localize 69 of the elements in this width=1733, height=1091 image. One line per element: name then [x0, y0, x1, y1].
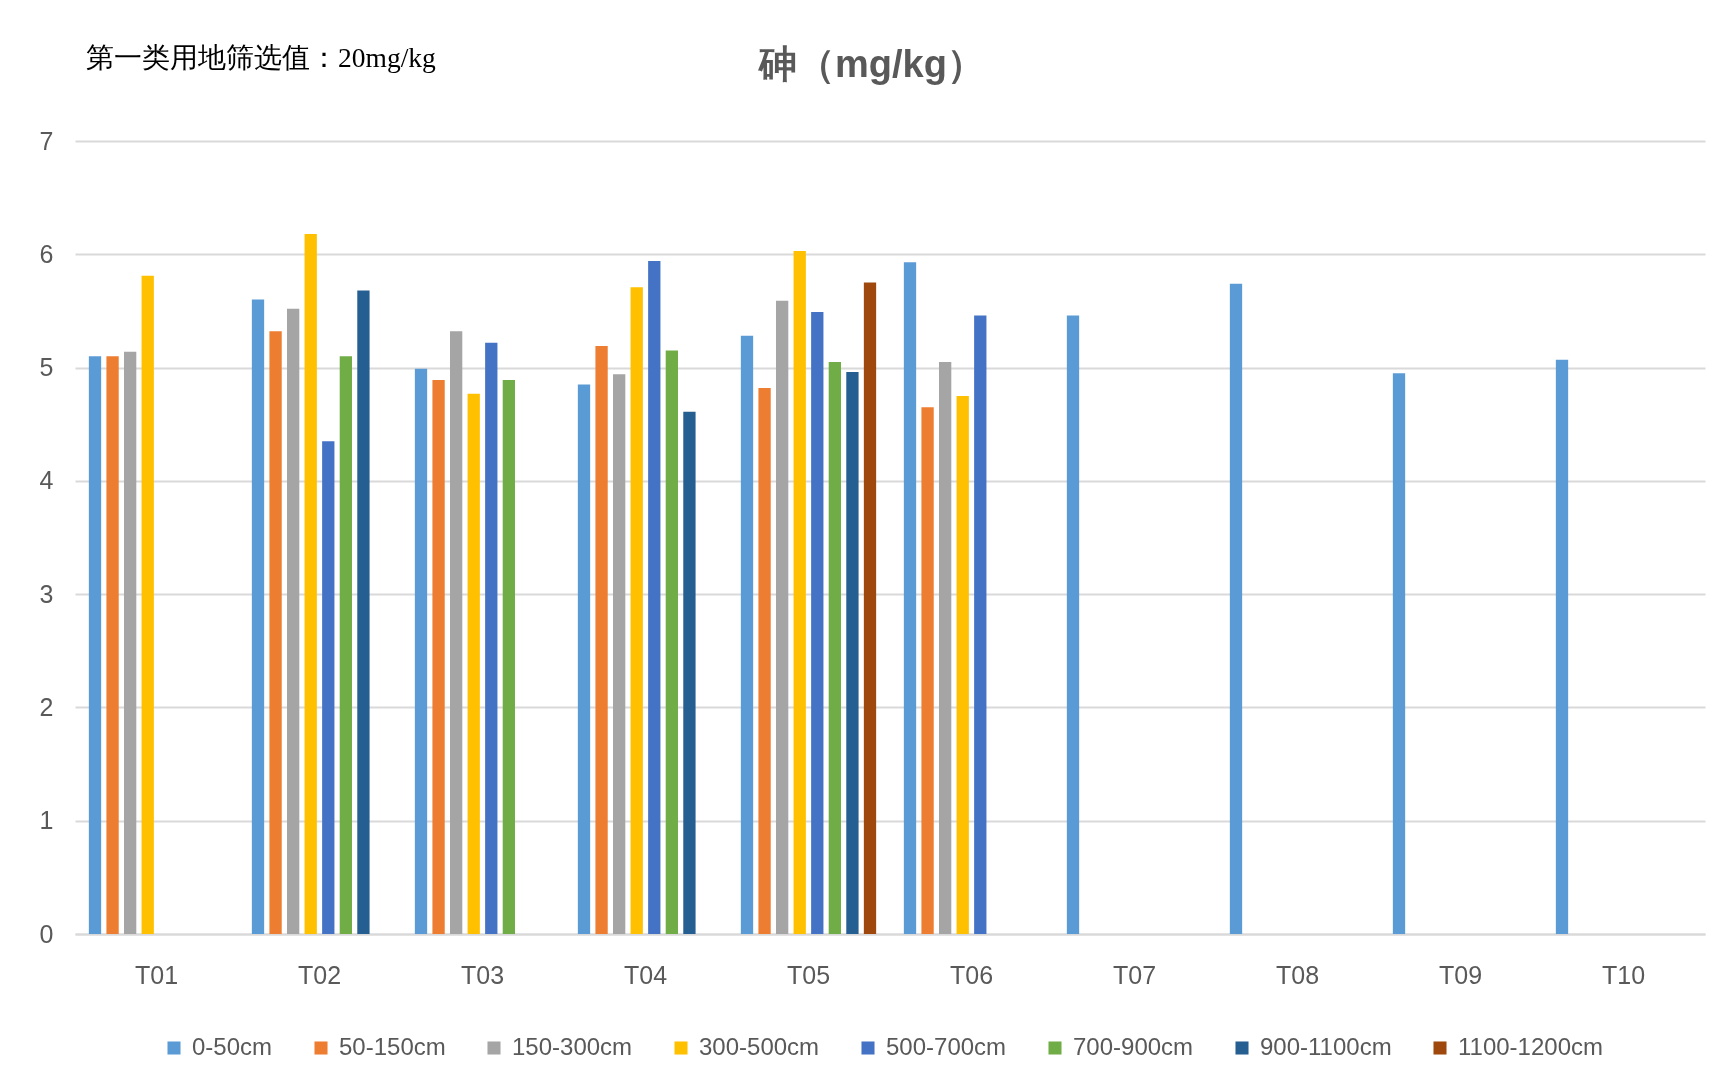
y-tick-label: 2 — [39, 692, 54, 721]
bar — [322, 441, 335, 934]
y-tick-label: 4 — [39, 466, 54, 495]
legend-label: 1100-1200cm — [1458, 1033, 1603, 1060]
bar — [1066, 315, 1080, 934]
bar — [251, 299, 265, 934]
bar — [863, 282, 877, 934]
bar — [921, 407, 934, 934]
y-tick-label: 0 — [39, 919, 54, 948]
x-tick-label: T02 — [297, 960, 342, 989]
bar — [1555, 359, 1569, 934]
legend-label: 700-900cm — [1073, 1033, 1194, 1060]
y-tick-label: 5 — [39, 353, 54, 382]
bar — [903, 262, 917, 934]
bar — [124, 351, 137, 934]
x-tick-label: T08 — [1275, 960, 1320, 989]
bar — [956, 395, 969, 934]
bar — [613, 374, 626, 934]
bar — [88, 356, 102, 934]
bar — [939, 361, 952, 934]
bar — [595, 346, 608, 934]
x-tick-label: T07 — [1112, 960, 1157, 989]
bar — [776, 300, 789, 934]
bar — [339, 356, 352, 934]
text: 第一类用地筛选值：20mg/kg — [86, 42, 437, 73]
bar — [414, 368, 428, 934]
legend-label: 900-1100cm — [1260, 1033, 1392, 1060]
bar — [793, 250, 806, 934]
bar — [828, 361, 841, 934]
bar — [740, 335, 754, 934]
x-tick-label: T06 — [949, 960, 994, 989]
x-tick-label: T05 — [786, 960, 831, 989]
bar — [304, 233, 317, 934]
bar — [432, 380, 445, 934]
x-tick-label: T09 — [1438, 960, 1483, 989]
bar — [269, 331, 282, 934]
bar — [106, 356, 119, 934]
x-tick-label: T03 — [460, 960, 505, 989]
legend-label: 500-700cm — [886, 1033, 1007, 1060]
y-tick-label: 6 — [39, 239, 54, 268]
x-tick-label: T04 — [623, 960, 668, 989]
x-tick-label: T10 — [1601, 960, 1646, 989]
y-tick-label: 3 — [39, 579, 54, 608]
legend-label: 150-300cm — [512, 1033, 633, 1060]
bar — [141, 275, 154, 934]
legend-label: 300-500cm — [699, 1033, 820, 1060]
bar — [811, 312, 824, 934]
x-tick-label: T01 — [134, 960, 179, 989]
bar — [846, 372, 859, 934]
bar — [974, 315, 987, 934]
bar — [1392, 373, 1406, 934]
bar — [287, 308, 300, 934]
legend-label: 50-150cm — [339, 1033, 446, 1060]
legend-label: 0-50cm — [192, 1033, 273, 1060]
bar — [502, 380, 515, 934]
bar — [1229, 283, 1243, 934]
y-tick-label: 7 — [39, 126, 54, 155]
y-tick-label: 1 — [39, 806, 54, 835]
bar — [577, 384, 591, 934]
bar — [665, 350, 678, 934]
bar — [467, 393, 480, 934]
chart-title: 砷（mg/kg） — [757, 43, 985, 85]
bar — [630, 287, 643, 934]
bar — [357, 290, 370, 934]
bar — [683, 411, 696, 934]
bar — [485, 342, 498, 934]
bar — [648, 261, 661, 934]
bar — [450, 331, 463, 934]
bar — [758, 387, 771, 934]
